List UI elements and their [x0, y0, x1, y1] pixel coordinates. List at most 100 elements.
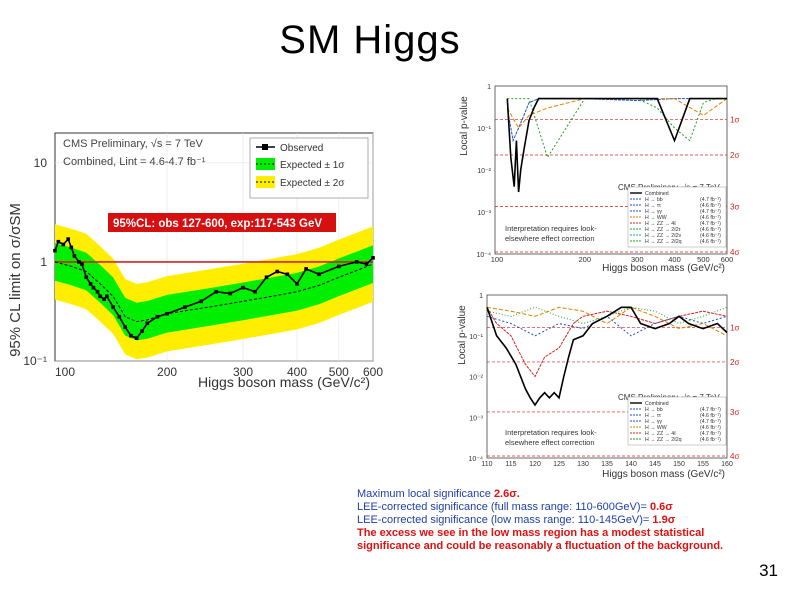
pv1-legend-lumi: (4.6 fb⁻¹): [700, 203, 721, 209]
max-local-significance: 2.6σ.: [493, 488, 520, 500]
pv1-legend-lumi: (4.6 fb⁻¹): [700, 239, 721, 245]
limit-xtick-label: 200: [157, 365, 177, 379]
pv2-ytick-label: 1: [479, 293, 483, 300]
summary-line-1: Maximum local significance 2.6σ.: [357, 488, 520, 500]
pv2-xtick-label: 155: [697, 461, 709, 468]
observed-point: [88, 282, 93, 286]
pv1-legend-label: H → ττ: [645, 203, 661, 209]
pv2-legend-lumi: (4.7 fb⁻¹): [700, 431, 721, 437]
pv2-xtick-label: 125: [553, 461, 565, 468]
limit-ylabel: 95% CL limit on σ/σSM: [7, 203, 24, 357]
pv2-legend-lumi: (4.6 fb⁻¹): [700, 425, 721, 431]
observed-point: [111, 305, 115, 309]
pv1-legend-label: H → bb: [645, 197, 663, 203]
pv1-xtick-label: 400: [668, 255, 681, 264]
legend-observed: Observed: [280, 143, 323, 154]
limit-xtick-label: 400: [287, 365, 307, 379]
observed-point: [199, 299, 204, 304]
expected-1sigma-band: [55, 243, 373, 341]
pv2-legend-label: H → ZZ → 4ℓ: [645, 431, 676, 437]
observed-point: [129, 333, 133, 338]
limit-header-2: Combined, Lint = 4.6-4.7 fb⁻¹: [63, 156, 206, 168]
observed-point: [95, 289, 100, 294]
pv1-xtick-label: 100: [491, 255, 504, 264]
observed-point: [285, 272, 290, 277]
pv1-legend-label: H → ZZ → 4ℓ: [645, 221, 676, 227]
observed-point: [102, 297, 106, 302]
pv2-legend-label: H → ZZ → 2ℓ2q: [645, 437, 682, 443]
pv1-ytick-label: 10⁻²: [477, 168, 491, 175]
legend-expected-2sigma: Expected ± 2σ: [280, 178, 345, 189]
observed-point: [123, 325, 128, 329]
pv1-channel-line: [507, 98, 727, 159]
pv2-xtick-label: 130: [577, 461, 589, 468]
limit-xtick-label: 300: [233, 365, 253, 379]
observed-point: [155, 314, 160, 319]
pv2-ytick-label: 10⁻³: [469, 415, 483, 422]
limit-chart: 100 200 300 400 500 600 10⁻¹ 1 10 CMS Preliminar…: [7, 132, 383, 390]
pv2-legend-label: H → bb: [645, 407, 663, 413]
pv2-legend-label: H → ττ: [645, 413, 661, 419]
pv2-channel-line: [486, 315, 728, 337]
lee-low-significance: 1.9σ: [652, 514, 676, 526]
limit-ytick-label: 10⁻¹: [23, 354, 47, 368]
observed-point: [91, 285, 96, 290]
pv1-legend-lumi: (4.7 fb⁻¹): [700, 209, 721, 215]
limit-annotation: 95%CL: obs 127-600, exp:117-543 GeV: [113, 218, 322, 230]
observed-point: [295, 282, 299, 286]
limit-xtick-label: 500: [329, 365, 349, 379]
page-number: 31: [759, 561, 778, 580]
observed-point: [84, 275, 89, 280]
pv2-xlabel: Higgs boson mass (GeV/c²): [602, 469, 725, 480]
observed-point: [104, 294, 109, 299]
pv2-legend-label: H → WW: [645, 425, 667, 431]
pv1-legend-label: H → γγ: [645, 209, 662, 215]
pv1-legend-label: H → WW: [645, 215, 667, 221]
pv1-xtick-label: 600: [721, 255, 734, 264]
annotation-box: [108, 213, 336, 232]
observed-point: [241, 285, 245, 290]
pv2-channel-lines: [486, 306, 728, 378]
pv2-xtick-label: 145: [649, 461, 661, 468]
pv2-xtick-label: 115: [505, 461, 516, 468]
pv2-xtick-label: 135: [601, 461, 613, 468]
observed-point: [275, 269, 280, 274]
significance-summary: Maximum local significance 2.6σ. LEE-cor…: [357, 488, 737, 553]
pv1-xtick-label: 500: [697, 255, 710, 264]
limit-ytick-label: 1: [40, 255, 47, 269]
pv1-note-2: elsewhere effect correction: [505, 234, 595, 243]
pv2-xtick-label: 160: [721, 461, 733, 468]
pv2-legend-lumi: (4.7 fb⁻¹): [700, 407, 721, 413]
observed-point: [134, 336, 139, 340]
observed-point: [364, 262, 369, 266]
limit-axis-ticks: 100 200 300 400 500 600 10⁻¹ 1 10: [23, 156, 383, 379]
observed-point: [317, 272, 321, 277]
observed-point: [228, 291, 232, 296]
observed-point: [53, 248, 57, 253]
pv1-legend-lumi: (4.6 fb⁻¹): [700, 215, 721, 221]
observed-point: [371, 256, 375, 260]
pv2-sigma-label: 2σ: [730, 358, 739, 367]
observed-point: [183, 305, 187, 309]
pv1-combined-line: [506, 97, 727, 193]
pv2-channel-line: [486, 307, 728, 378]
pv2-ytick-label: 10⁻⁴: [469, 456, 484, 463]
observed-point: [264, 275, 269, 280]
pv1-xtick-label: 200: [578, 255, 591, 264]
summary-line-3: LEE-corrected significance (low mass ran…: [357, 514, 676, 526]
pv1-legend-lumi: (4.6 fb⁻¹): [700, 233, 721, 239]
pv1-sigma-label: 2σ: [730, 151, 739, 160]
pv1-legend-lumi: (4.7 fb⁻¹): [700, 197, 721, 203]
pv2-ytick-label: 10⁻¹: [469, 334, 483, 341]
observed-point: [69, 245, 74, 250]
pv1-legend-lumi: (4.6 fb⁻¹): [700, 227, 721, 233]
pv1-xtick-label: 300: [631, 255, 644, 264]
slide-title: SM Higgs: [279, 18, 461, 62]
pv1-ytick-label: 1: [487, 84, 491, 91]
observed-point: [253, 289, 257, 294]
observed-point: [140, 329, 144, 333]
pvalue-full-chart: 1σ 2σ 3σ 4σ 1 10⁻¹ 10⁻² 10⁻³ 10⁻⁴ 100 200 300 400 50…: [459, 84, 739, 274]
pv2-combined-line: [486, 306, 728, 407]
pv2-xtick-label: 120: [529, 461, 541, 468]
